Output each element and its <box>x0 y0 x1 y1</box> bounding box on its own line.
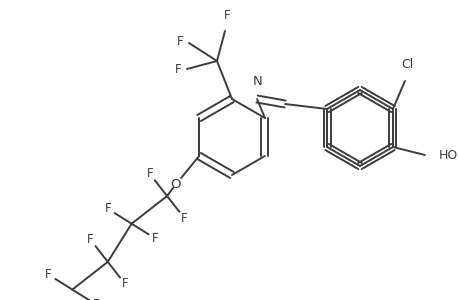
Text: O: O <box>169 178 180 190</box>
Text: F: F <box>104 202 111 215</box>
Text: F: F <box>87 233 94 246</box>
Text: F: F <box>146 167 153 180</box>
Text: F: F <box>93 298 99 300</box>
Text: Cl: Cl <box>400 58 412 71</box>
Text: F: F <box>174 62 181 76</box>
Text: N: N <box>252 75 263 88</box>
Text: F: F <box>122 278 128 290</box>
Text: F: F <box>45 268 52 281</box>
Text: HO: HO <box>438 148 457 161</box>
Text: F: F <box>176 34 183 47</box>
Text: F: F <box>152 232 158 245</box>
Text: F: F <box>223 9 230 22</box>
Text: F: F <box>181 212 187 225</box>
